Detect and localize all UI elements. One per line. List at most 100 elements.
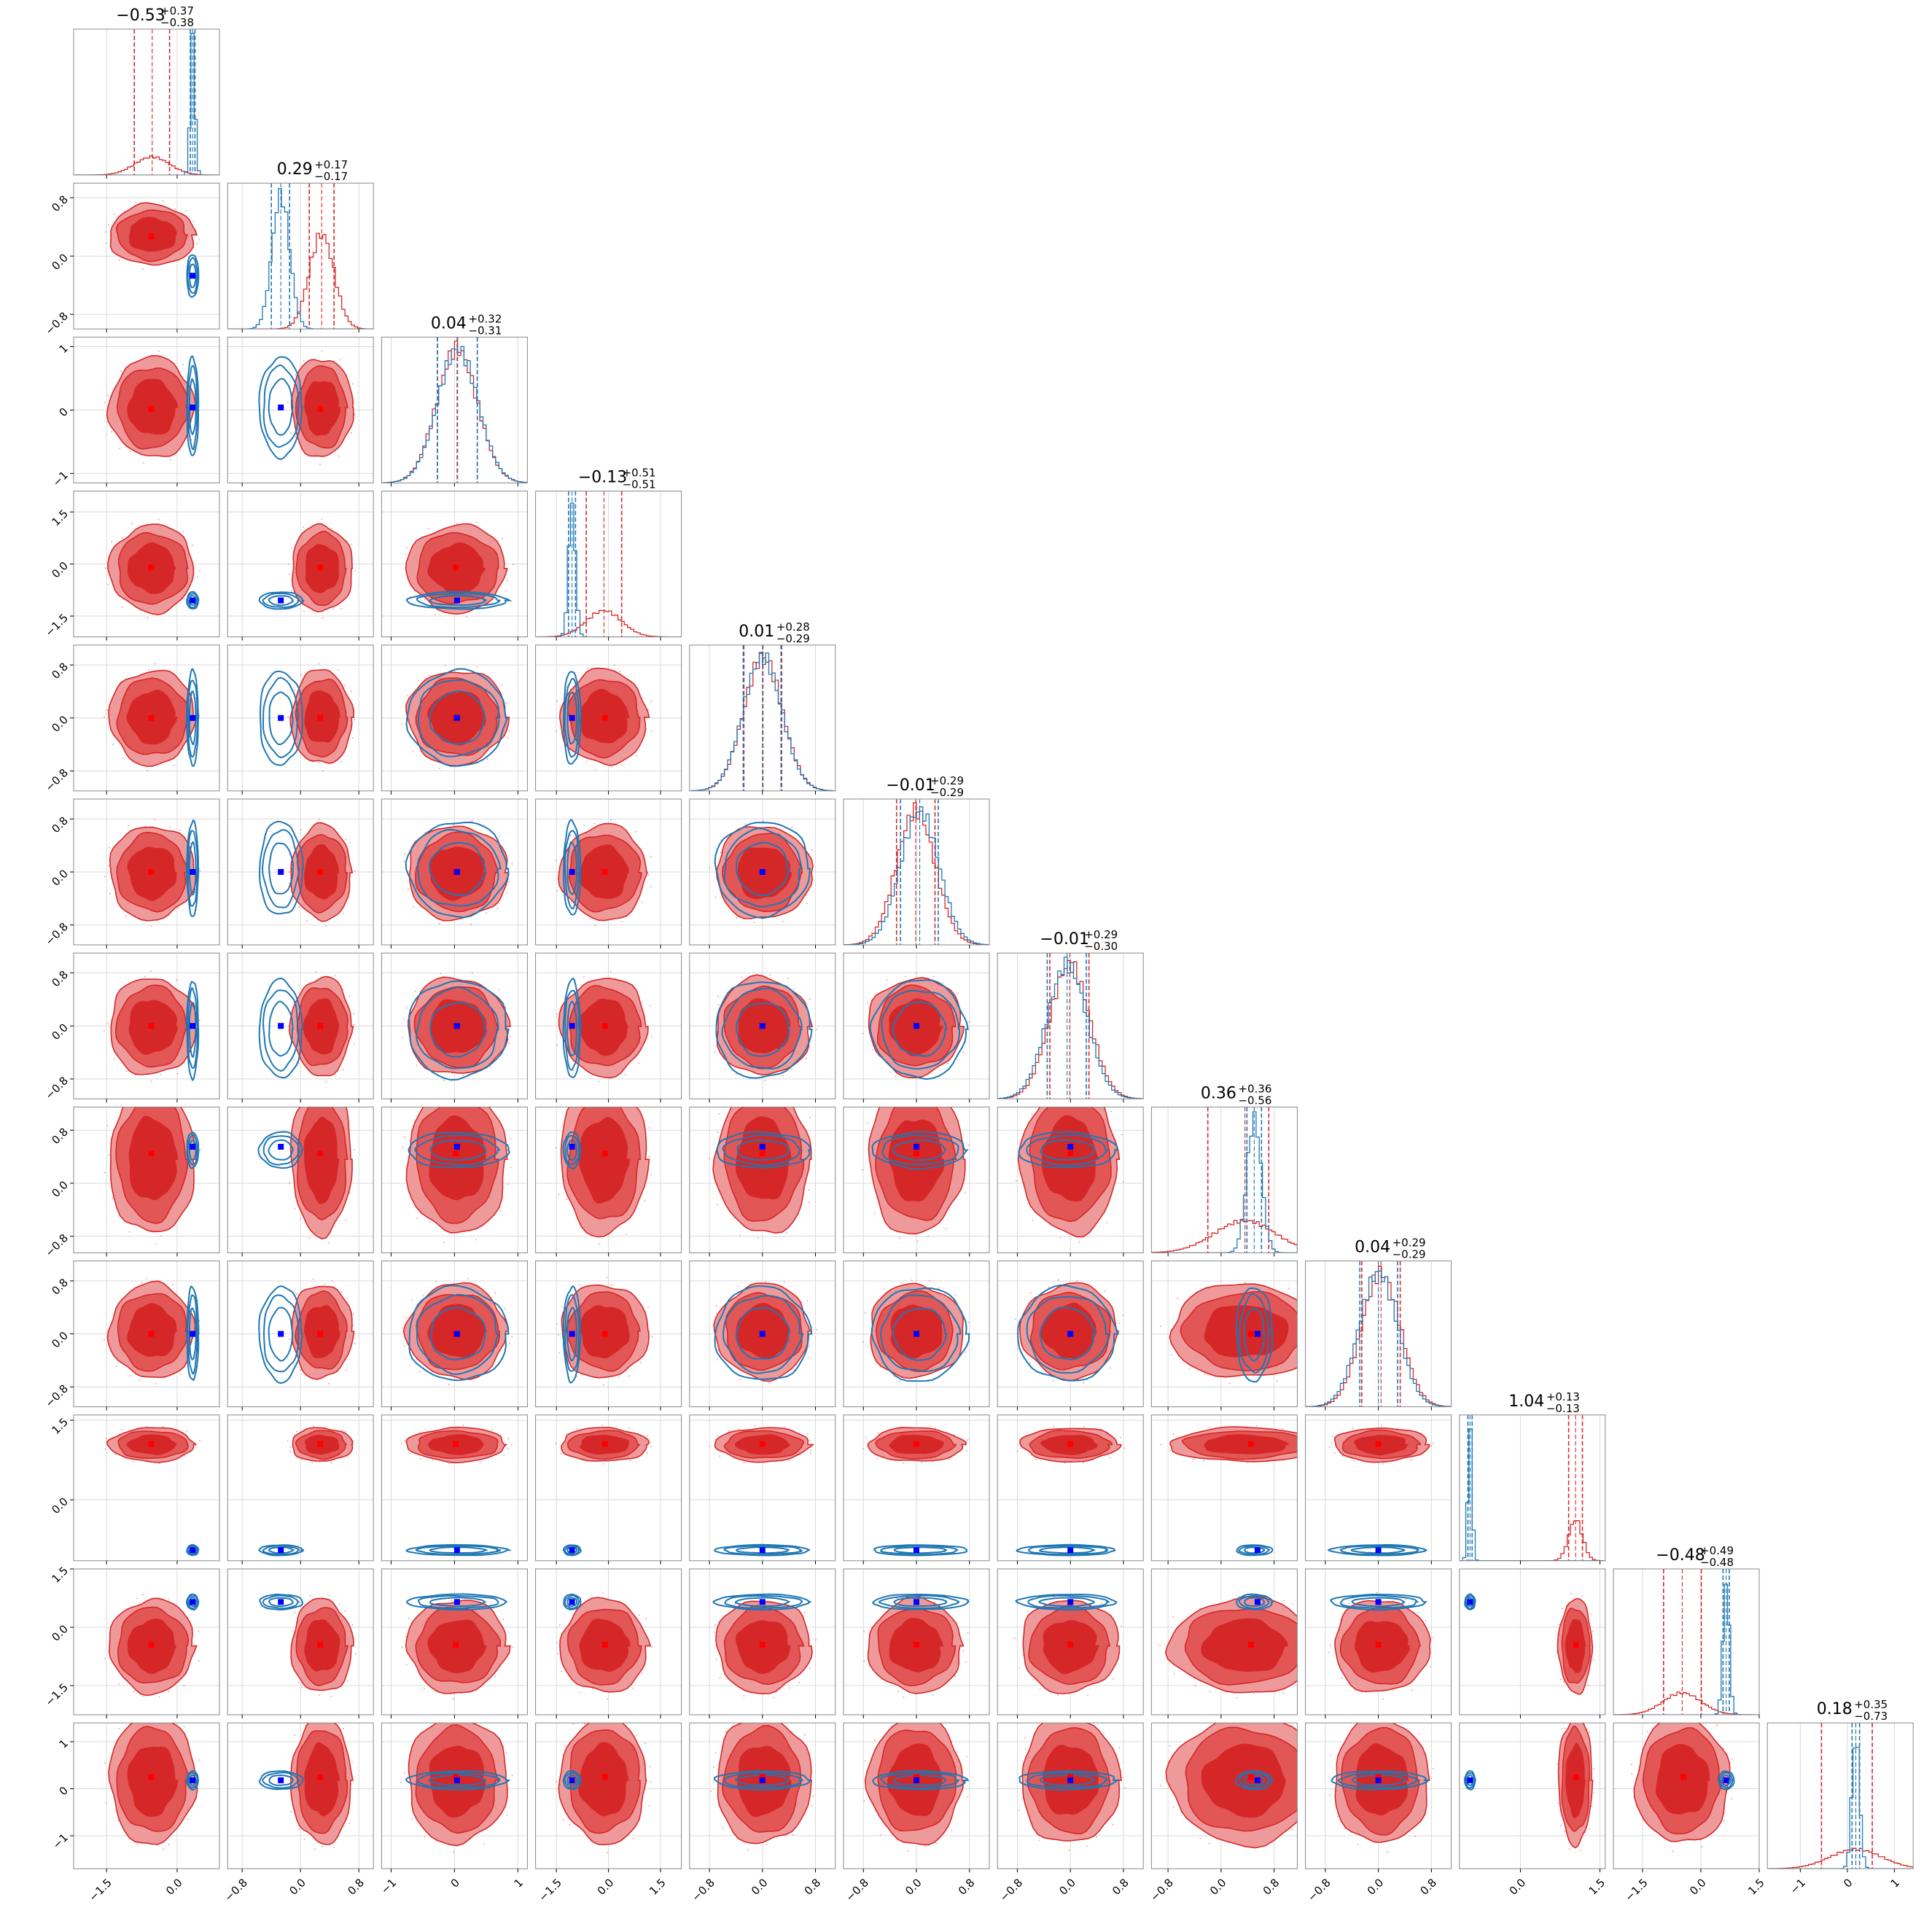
red-sample-point [142,1712,144,1713]
red-sample-point [507,1183,509,1185]
blue-contour-mid [187,1134,198,1166]
red-sample-point [752,1103,753,1105]
blue-truth-marker [759,1547,766,1554]
blue-contour-inner [268,1306,294,1362]
red-sample-point [576,1375,578,1377]
red-sample-point [1229,1382,1231,1384]
y-tick-label: 0.0 [49,559,71,581]
param-title-sub-11: −0.73 [1854,1710,1888,1723]
panel-frame [1459,1722,1606,1869]
red-truth-marker [317,564,324,571]
red-sample-point [179,830,181,831]
panel-content [104,518,200,619]
red-truth-marker [317,1023,324,1029]
red-truth-marker [1375,1441,1382,1447]
blue-truth-marker [1067,1777,1074,1783]
red-sample-point [764,1080,766,1082]
blue-contour-mid [1238,1594,1270,1610]
red-sample-point [903,1462,905,1464]
panel-content [556,1277,653,1386]
red-sample-point [877,1432,879,1434]
red-sample-point [717,1359,718,1360]
red-sample-point [714,1624,716,1627]
red-sample-point [1559,1678,1562,1680]
red-sample-point [709,1158,711,1159]
blue-truth-marker [569,1547,575,1554]
x-tick-label: −0.8 [1148,1876,1175,1904]
red-sample-point [104,1762,106,1764]
red-sample-point [352,1313,354,1315]
blue-histogram [1767,1746,1914,1869]
blue-contour-outer [258,1285,303,1384]
red-sample-point [1249,1710,1250,1711]
x-tick-label: −0.8 [689,1876,717,1904]
histogram-panel-3: −0.13+0.51−0.51 [535,467,682,641]
red-sample-point [808,1201,810,1204]
red-sample-point [1560,1824,1562,1826]
red-sample-point [325,925,327,927]
contour-panel-6-2 [381,952,528,1103]
red-sample-point [400,1443,402,1444]
blue-truth-marker [1375,1777,1382,1783]
red-sample-point [783,1281,785,1283]
red-sample-point [805,895,807,896]
y-tick-label: 0.8 [49,1126,71,1148]
red-sample-point [329,1594,331,1597]
param-title-sup-9: +0.13 [1546,1390,1580,1403]
red-sample-point [146,1425,148,1427]
blue-contour-inner [1243,1546,1266,1554]
red-sample-point [1328,1651,1330,1654]
red-sample-point [714,896,717,898]
blue-truth-marker [1375,1547,1382,1554]
red-sample-point [1087,1694,1088,1697]
blue-contour-outer [871,1594,970,1610]
red-sample-point [715,1312,717,1314]
red-sample-point [511,863,513,865]
red-sample-point [1058,1076,1059,1078]
red-sample-point [406,547,408,549]
y-tick-label: −1 [50,1831,71,1851]
blue-contour-outer [259,1593,304,1610]
red-sample-point [942,982,943,984]
red-truth-marker [317,1774,324,1780]
red-sample-point [311,1092,312,1094]
param-title-6: −0.01 [1040,930,1088,949]
blue-truth-marker [190,1547,196,1554]
red-sample-point [119,448,121,449]
red-sample-point [351,1624,354,1626]
blue-contour-mid [1718,1772,1734,1789]
red-sample-point [864,1760,866,1762]
red-sample-point [893,1376,895,1377]
red-sample-point [641,901,643,903]
blue-contour-inner [268,1000,294,1057]
blue-contour-inner [430,1306,486,1360]
red-truth-marker [453,1642,459,1648]
red-sample-point [1027,1431,1029,1433]
red-sample-point [105,1802,107,1804]
blue-truth-marker [190,869,196,875]
red-sample-point [287,1440,289,1442]
red-sample-point [305,920,308,922]
red-truth-marker [317,405,324,412]
contour-panel-8-7 [1150,1261,1298,1411]
red-sample-point [288,563,289,565]
blue-contour-mid [721,987,803,1070]
red-sample-point [579,1284,581,1286]
panel-content [258,818,356,927]
red-sample-point [929,1425,931,1427]
red-sample-point [475,1239,477,1241]
panel-content [1160,1282,1298,1384]
red-sample-point [716,1659,717,1661]
red-contour-inner [126,1303,177,1358]
blue-contour-mid [262,677,300,759]
red-sample-point [331,528,333,529]
red-sample-point [925,1709,927,1710]
blue-truth-marker [278,404,284,410]
blue-contour-outer [1327,1544,1428,1557]
red-sample-point [183,598,185,600]
blue-truth-marker [278,1143,284,1150]
x-tick-label: 0.0 [1687,1876,1709,1898]
blue-contour-mid [1465,1594,1476,1610]
red-sample-point [561,1306,563,1308]
red-sample-point [106,709,108,711]
